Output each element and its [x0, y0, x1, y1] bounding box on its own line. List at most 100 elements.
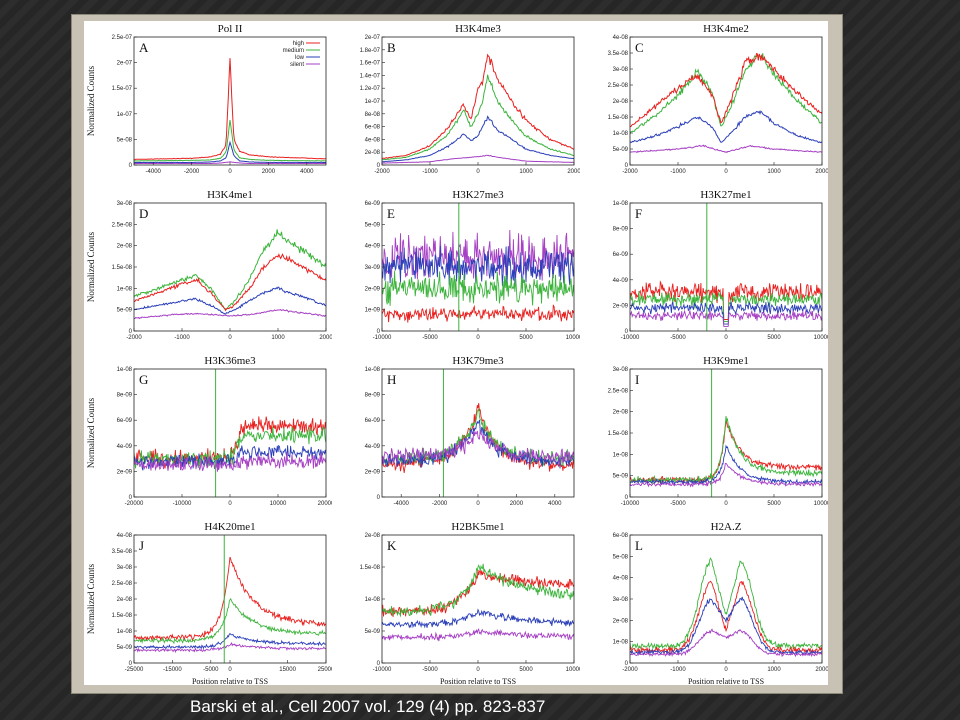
x-tick-label: 0 — [724, 501, 728, 507]
series-low — [382, 115, 574, 163]
y-tick-label: 1.4e-07 — [360, 73, 381, 79]
y-tick-label: 2.5e-08 — [608, 83, 629, 89]
series-medium — [134, 120, 326, 162]
y-tick-label: 0 — [625, 329, 629, 335]
y-tick-label: 4e-08 — [117, 533, 133, 539]
series-medium — [630, 53, 822, 134]
x-tick-label: 1000 — [519, 169, 533, 175]
series-high — [630, 420, 822, 485]
x-tick-label: 2000 — [319, 335, 332, 341]
y-tick-label: 1e-09 — [365, 308, 381, 314]
x-tick-label: 0 — [724, 667, 728, 673]
series-silent — [382, 154, 574, 164]
plot-area — [382, 369, 574, 497]
x-tick-label: -2000 — [184, 169, 200, 175]
series-medium — [630, 416, 822, 485]
series-silent — [134, 451, 326, 472]
y-tick-label: 2e-09 — [365, 286, 381, 292]
x-tick-label: 1000 — [767, 667, 781, 673]
panel-letter: I — [635, 372, 639, 387]
y-axis-label: Normalized Counts — [86, 563, 96, 634]
y-tick-label: 6e-09 — [613, 252, 629, 258]
x-tick-label: 5000 — [767, 501, 781, 507]
y-tick-label: 5e-08 — [117, 137, 133, 143]
x-tick-label: 2000 — [262, 169, 276, 175]
y-tick-label: 2e-08 — [365, 150, 381, 156]
series-high — [630, 52, 822, 128]
x-tick-label: 0 — [476, 667, 480, 673]
x-tick-label: 25000 — [318, 667, 332, 673]
y-tick-label: 1e-08 — [613, 131, 629, 137]
y-tick-label: 6e-09 — [117, 418, 133, 424]
y-tick-label: 0 — [625, 661, 629, 667]
series-low — [630, 301, 822, 325]
x-tick-label: 10000 — [814, 501, 828, 507]
panel-title: H3K9me1 — [703, 355, 749, 367]
x-tick-label: -10000 — [621, 335, 640, 341]
y-tick-label: 4e-08 — [613, 35, 629, 41]
series-low — [134, 632, 326, 650]
x-tick-label: -1000 — [174, 335, 190, 341]
y-tick-label: 1e-08 — [365, 597, 381, 603]
panel-i: H3K9me1 I 0 5e-09 1e-08 1.5e-08 2e-08 2.5e-08 3e… — [580, 353, 828, 519]
y-tick-label: 3.5e-08 — [112, 549, 133, 555]
chart-b: H3K4me3 B 0 2e-08 4e-08 6e-08 8e-08 1e-07 1.2e-0… — [360, 23, 580, 175]
series-low — [134, 286, 326, 315]
y-tick-label: 2e-09 — [117, 469, 133, 475]
panel-title: H2A.Z — [711, 521, 742, 533]
y-tick-label: 0 — [129, 329, 133, 335]
x-tick-label: 2000 — [567, 169, 580, 175]
x-tick-label: 0 — [724, 335, 728, 341]
y-tick-label: 0 — [129, 495, 133, 501]
plot-frame — [629, 36, 823, 166]
y-axis-label: Normalized Counts — [86, 65, 96, 136]
y-tick-label: 1.5e-08 — [112, 613, 133, 619]
panel-f: H3K27me1 F 0 2e-09 4e-09 6e-09 8e-09 1e-08 -1000… — [580, 187, 828, 353]
panel-title: Pol II — [218, 23, 243, 35]
y-tick-label: 3e-08 — [613, 67, 629, 73]
chart-h: H3K79me3 H 0 2e-09 4e-09 6e-09 8e-09 1e-08 -4000… — [365, 355, 575, 507]
panel-h: H3K79me3 H 0 2e-09 4e-09 6e-09 8e-09 1e-08 -4000… — [332, 353, 580, 519]
y-tick-label: 1.8e-07 — [360, 48, 381, 54]
x-tick-label: -5000 — [670, 335, 686, 341]
y-tick-label: 4e-08 — [365, 137, 381, 143]
panel-letter: K — [387, 538, 397, 553]
y-tick-label: 0 — [129, 661, 133, 667]
x-tick-label: -2000 — [374, 169, 390, 175]
y-tick-label: 8e-09 — [613, 227, 629, 233]
y-tick-label: 2.5e-08 — [112, 581, 133, 587]
panel-title: H4K20me1 — [204, 521, 255, 533]
x-tick-label: -5000 — [203, 667, 219, 673]
y-tick-label: 2e-07 — [117, 61, 133, 67]
plot-frame — [381, 368, 575, 498]
y-tick-label: 2.5e-08 — [608, 388, 629, 394]
panel-letter: F — [635, 206, 642, 221]
panel-title: H3K4me1 — [207, 189, 253, 201]
plot-area — [630, 52, 822, 154]
panel-letter: L — [635, 538, 643, 553]
x-tick-label: -15000 — [163, 667, 182, 673]
panel-letter: J — [139, 538, 144, 553]
y-tick-label: 5e-09 — [365, 629, 381, 635]
plot-area — [382, 203, 574, 331]
x-tick-label: 0 — [228, 335, 232, 341]
panel-d: H3K4me1 Normalized Counts D 0 5e-09 1e-08 1.5e… — [84, 187, 332, 353]
x-tick-label: 5000 — [519, 667, 533, 673]
panel-title: H2BK5me1 — [451, 521, 504, 533]
panel-title: H3K27me1 — [700, 189, 751, 201]
y-tick-label: 1e-07 — [117, 112, 133, 118]
series-silent — [630, 309, 822, 327]
y-tick-label: 0 — [377, 495, 381, 501]
panel-l: H2A.Z Position relative to TSS L 0 1e-08 2e-0… — [580, 519, 828, 685]
x-tick-label: 2000 — [815, 667, 828, 673]
y-tick-label: 2e-08 — [117, 597, 133, 603]
x-tick-label: 4000 — [548, 501, 562, 507]
legend-label-silent: silent — [290, 62, 304, 68]
panel-b: H3K4me3 B 0 2e-08 4e-08 6e-08 8e-08 1e-07 1.2e-0… — [332, 21, 580, 187]
panel-c: H3K4me2 C 0 5e-09 1e-08 1.5e-08 2e-08 2.5e-08 3e… — [580, 21, 828, 187]
chart-l: H2A.Z Position relative to TSS L 0 1e-08 2e-0… — [613, 521, 828, 685]
plot-area — [134, 535, 326, 663]
y-tick-label: 1.5e-08 — [360, 565, 381, 571]
x-tick-label: -2000 — [622, 667, 638, 673]
series-low — [630, 596, 822, 657]
